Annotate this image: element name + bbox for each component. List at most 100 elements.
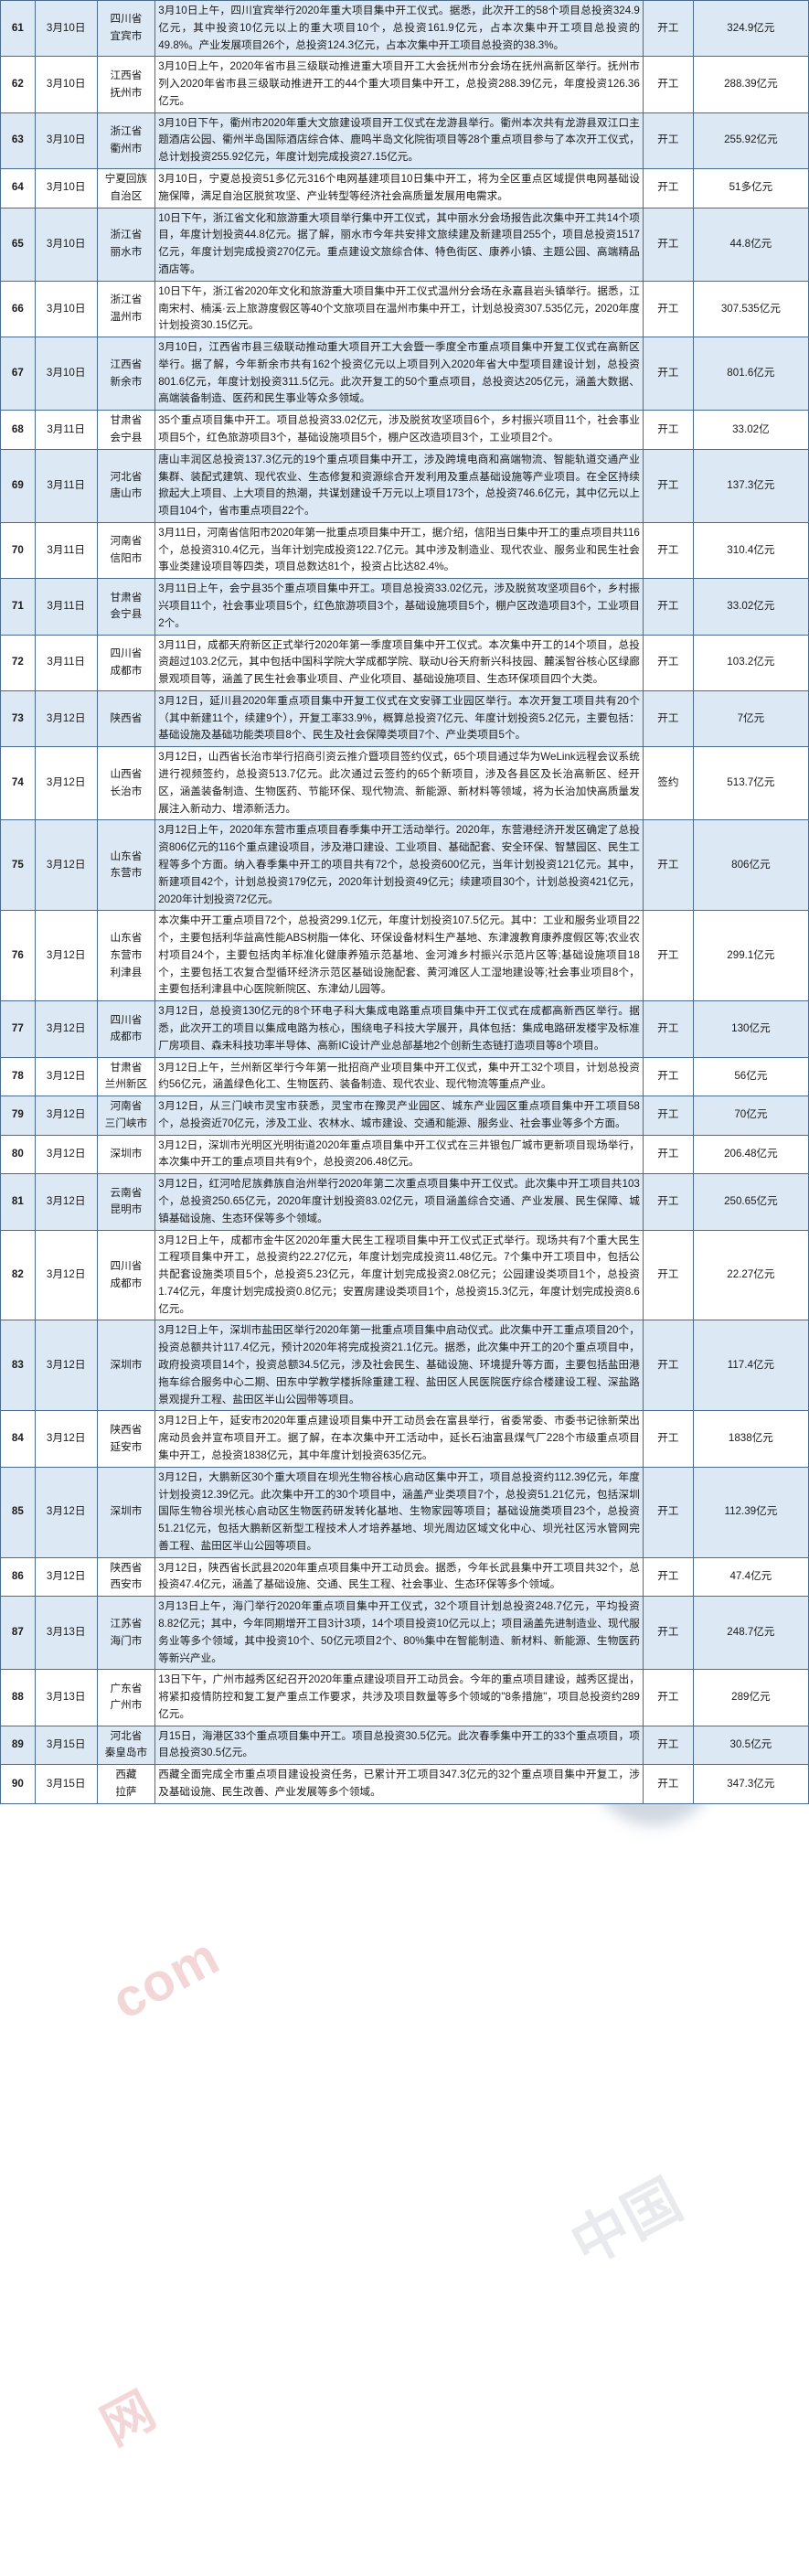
- row-region: 四川省 成都市: [96, 1229, 156, 1321]
- row-description: 3月12日上午，延安市2020年重点建设项目集中开工动员会在富县举行，省委常委、…: [154, 1410, 644, 1468]
- row-date: 3月10日: [34, 280, 98, 338]
- row-description: 3月11日，河南省信阳市2020年第一批重点项目集中开工，据介绍，信阳当日集中开…: [154, 521, 644, 580]
- row-type: 开工: [642, 448, 694, 523]
- table-row: 89 3月15日 河北省 秦皇岛市 月15日，海港区33个重点项目集中开工。项目总投资…: [0, 1725, 809, 1766]
- row-amount: 255.92亿元: [692, 112, 809, 170]
- row-date: 3月12日: [34, 1056, 98, 1097]
- row-date: 3月13日: [34, 1669, 98, 1726]
- row-amount: 51多亿元: [692, 168, 809, 208]
- row-description: 3月12日，延川县2020年重点项目集中开复工仪式在文安驿工业园区举行。本次开复…: [154, 689, 644, 748]
- row-type: 开工: [642, 280, 694, 338]
- row-region: 陕西省 延安市: [96, 1410, 156, 1468]
- table-row: 74 3月12日 山西省 长治市 3月12日，山西省长治市举行招商引资云推介暨项目签约…: [0, 746, 809, 821]
- row-date: 3月11日: [34, 410, 98, 450]
- table-row: 76 3月12日 山东省 东营市 利津县 本次集中开工重点项目72个，总投资299.1…: [0, 910, 809, 1002]
- row-amount: 44.8亿元: [692, 207, 809, 282]
- row-date: 3月12日: [34, 910, 98, 1002]
- row-index: 89: [0, 1725, 36, 1766]
- row-region: 四川省 宜宾市: [96, 0, 156, 58]
- row-index: 87: [0, 1596, 36, 1671]
- row-amount: 103.2亿元: [692, 634, 809, 691]
- row-date: 3月15日: [34, 1725, 98, 1766]
- row-amount: 206.48亿元: [692, 1134, 809, 1175]
- row-date: 3月12日: [34, 819, 98, 912]
- row-type: 开工: [642, 521, 694, 580]
- row-description: 3月10日下午，衢州市2020年重大文旅建设项目开工仪式在龙游县举行。衢州本次共…: [154, 112, 644, 170]
- row-description: 10日下午，浙江省2020年文化和旅游重大项目集中开工仪式温州分会场在永嘉县岩头…: [154, 280, 644, 338]
- row-index: 77: [0, 1000, 36, 1058]
- row-date: 3月12日: [34, 689, 98, 748]
- row-description: 唐山丰润区总投资137.3亿元的19个重点项目集中开工，涉及跨境电商和高端物流、…: [154, 448, 644, 523]
- row-index: 62: [0, 56, 36, 113]
- row-type: 开工: [642, 578, 694, 636]
- row-amount: 33.02亿元: [692, 578, 809, 636]
- row-type: 开工: [642, 1000, 694, 1058]
- row-index: 69: [0, 448, 36, 523]
- row-index: 83: [0, 1320, 36, 1412]
- row-description: 3月12日，山西省长治市举行招商引资云推介暨项目签约仪式，65个项目通过华为We…: [154, 746, 644, 821]
- row-type: 开工: [642, 1725, 694, 1766]
- row-type: 开工: [642, 1669, 694, 1726]
- table-row: 77 3月12日 四川省 成都市 3月12日，总投资130亿元的8个环电子科大集成电路…: [0, 1000, 809, 1058]
- table-row: 90 3月15日 西藏 拉萨 西藏全面完成全市重点项目建设投资任务，已累计开工项目34…: [0, 1764, 809, 1804]
- row-description: 3月12日，深圳市光明区光明街道2020年重点项目集中开工仪式在三井银包厂城市更…: [154, 1134, 644, 1175]
- row-index: 65: [0, 207, 36, 282]
- row-amount: 801.6亿元: [692, 337, 809, 412]
- row-region: 江西省 新余市: [96, 337, 156, 412]
- row-index: 86: [0, 1556, 36, 1598]
- row-description: 35个重点项目集中开工。项目总投资33.02亿元，涉及脱贫攻坚项目6个，乡村振兴…: [154, 410, 644, 450]
- table-row: 79 3月12日 河南省 三门峡市 3月12日，从三门峡市灵宝市获悉，灵宝市在豫灵产业…: [0, 1096, 809, 1136]
- row-date: 3月12日: [34, 1410, 98, 1468]
- row-description: 西藏全面完成全市重点项目建设投资任务，已累计开工项目347.3亿元的32个重点项…: [154, 1764, 644, 1804]
- row-index: 73: [0, 689, 36, 748]
- table-row: 72 3月11日 四川省 成都市 3月11日，成都天府新区正式举行2020年第一季度项…: [0, 634, 809, 691]
- row-description: 3月12日上午，兰州新区举行今年第一批招商产业项目集中开工仪式，集中开工32个项…: [154, 1056, 644, 1097]
- watermark-text-8: com: [101, 1926, 229, 2031]
- row-description: 3月13日上午，海门举行2020年重点项目集中开工仪式，32个项目计划总投资24…: [154, 1596, 644, 1671]
- row-type: 开工: [642, 910, 694, 1002]
- row-region: 江苏省 海门市: [96, 1596, 156, 1671]
- row-description: 3月12日，陕西省长武县2020年重点项目集中开工动员会。据悉，今年长武县集中开…: [154, 1556, 644, 1598]
- row-type: 开工: [642, 1096, 694, 1136]
- row-index: 82: [0, 1229, 36, 1321]
- row-region: 宁夏回族 自治区: [96, 168, 156, 208]
- row-amount: 22.27亿元: [692, 1229, 809, 1321]
- row-index: 72: [0, 634, 36, 691]
- row-amount: 30.5亿元: [692, 1725, 809, 1766]
- row-region: 西藏 拉萨: [96, 1764, 156, 1804]
- row-date: 3月12日: [34, 1173, 98, 1231]
- row-type: 开工: [642, 410, 694, 450]
- row-amount: 1838亿元: [692, 1410, 809, 1468]
- table-row: 69 3月11日 河北省 唐山市 唐山丰润区总投资137.3亿元的19个重点项目集中开…: [0, 448, 809, 523]
- table-row: 83 3月12日 深圳市 3月12日上午，深圳市盐田区举行2020年第一批重点项目集中…: [0, 1320, 809, 1412]
- row-index: 88: [0, 1669, 36, 1726]
- row-amount: 112.39亿元: [692, 1466, 809, 1558]
- table-row: 70 3月11日 河南省 信阳市 3月11日，河南省信阳市2020年第一批重点项目集中…: [0, 521, 809, 580]
- row-description: 13日下午，广州市越秀区纪召开2020年重点建设项目开工动员会。今年的重点项目建…: [154, 1669, 644, 1726]
- table-row: 84 3月12日 陕西省 延安市 3月12日上午，延安市2020年重点建设项目集中开工…: [0, 1410, 809, 1468]
- table-row: 62 3月10日 江西省 抚州市 3月10日上午，2020年省市县三级联动推进重大项目…: [0, 56, 809, 113]
- row-region: 河北省 秦皇岛市: [96, 1725, 156, 1766]
- table-row: 61 3月10日 四川省 宜宾市 3月10日上午，四川宜宾举行2020年重大项目集中开…: [0, 0, 809, 58]
- row-index: 71: [0, 578, 36, 636]
- row-date: 3月11日: [34, 634, 98, 691]
- row-date: 3月11日: [34, 448, 98, 523]
- row-amount: 56亿元: [692, 1056, 809, 1097]
- row-description: 3月12日，从三门峡市灵宝市获悉，灵宝市在豫灵产业园区、城东产业园区重点项目集中…: [154, 1096, 644, 1136]
- row-date: 3月10日: [34, 112, 98, 170]
- table-row: 80 3月12日 深圳市 3月12日，深圳市光明区光明街道2020年重点项目集中开工仪…: [0, 1134, 809, 1175]
- row-amount: 7亿元: [692, 689, 809, 748]
- row-region: 广东省 广州市: [96, 1669, 156, 1726]
- row-type: 开工: [642, 1410, 694, 1468]
- row-region: 深圳市: [96, 1320, 156, 1412]
- row-amount: 250.65亿元: [692, 1173, 809, 1231]
- row-amount: 288.39亿元: [692, 56, 809, 113]
- row-description: 3月11日，成都天府新区正式举行2020年第一季度项目集中开工仪式。本次集中开工…: [154, 634, 644, 691]
- row-description: 10日下午，浙江省文化和旅游重大项目举行集中开工仪式，其中丽水分会场报告此次集中…: [154, 207, 644, 282]
- row-index: 63: [0, 112, 36, 170]
- row-date: 3月12日: [34, 1320, 98, 1412]
- row-date: 3月13日: [34, 1596, 98, 1671]
- row-region: 深圳市: [96, 1134, 156, 1175]
- table-row: 87 3月13日 江苏省 海门市 3月13日上午，海门举行2020年重点项目集中开工仪…: [0, 1596, 809, 1671]
- row-index: 75: [0, 819, 36, 912]
